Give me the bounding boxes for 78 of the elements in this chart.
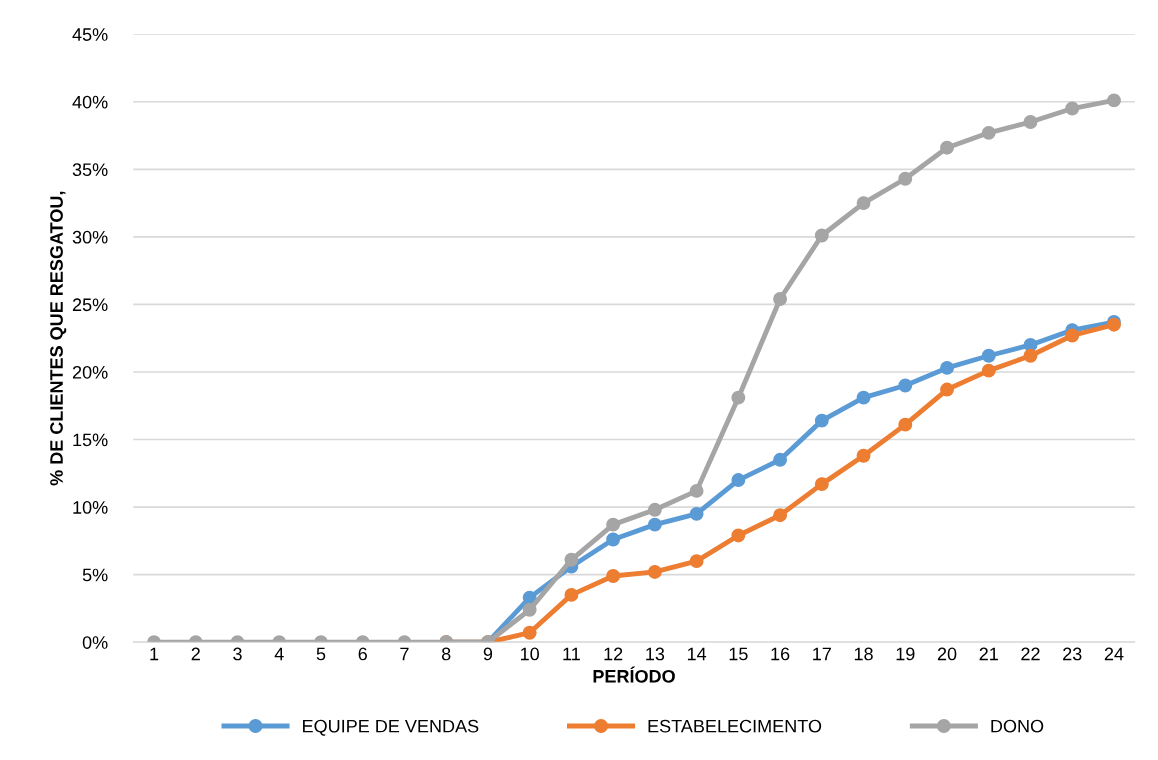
point bbox=[773, 452, 788, 467]
point bbox=[856, 448, 871, 463]
y-tick-label: 15% bbox=[73, 433, 108, 447]
x-tick-label: 12 bbox=[604, 647, 623, 661]
point bbox=[773, 292, 788, 306]
point bbox=[731, 390, 746, 405]
x-tick-label: 24 bbox=[1104, 647, 1124, 661]
point bbox=[856, 196, 871, 211]
point bbox=[1023, 348, 1038, 363]
x-tick-label: 17 bbox=[813, 647, 831, 661]
x-tick-label: 15 bbox=[729, 647, 748, 661]
point bbox=[564, 552, 579, 567]
point bbox=[689, 506, 704, 521]
y-tick-label: 10% bbox=[73, 501, 108, 514]
y-tick-label: 0% bbox=[82, 636, 108, 649]
point bbox=[522, 602, 537, 617]
point bbox=[981, 363, 996, 378]
x-tick-label: 3 bbox=[233, 647, 242, 661]
x-tick-label: 18 bbox=[854, 647, 873, 661]
point bbox=[981, 125, 996, 140]
x-tick-label: 7 bbox=[400, 647, 409, 661]
x-tick-label: 11 bbox=[563, 647, 580, 661]
point bbox=[606, 569, 621, 583]
x-tick-label: 19 bbox=[896, 647, 915, 661]
x-tick-label: 21 bbox=[979, 647, 998, 661]
x-tick-label: 13 bbox=[646, 647, 665, 661]
x-tick-label: 6 bbox=[358, 647, 367, 661]
x-tick-label: 5 bbox=[316, 647, 326, 661]
point bbox=[898, 378, 913, 393]
point bbox=[564, 587, 579, 602]
y-axis-title: % DE CLIENTES QUE RESGATOU, bbox=[50, 191, 67, 486]
x-tick-label: 8 bbox=[441, 647, 451, 661]
y-tick-label: 30% bbox=[72, 230, 108, 244]
point bbox=[689, 483, 704, 498]
x-tick-label: 20 bbox=[937, 647, 957, 661]
x-tick-label: 22 bbox=[1021, 647, 1040, 661]
legend-label: ESTABELECIMENTO bbox=[648, 719, 822, 733]
x-tick-label: 16 bbox=[771, 647, 790, 661]
point bbox=[814, 228, 829, 243]
x-tick-label: 14 bbox=[687, 647, 707, 661]
point bbox=[731, 473, 746, 488]
point bbox=[647, 564, 662, 579]
y-tick-label: 35% bbox=[72, 163, 108, 177]
legend-label: EQUIPE DE VENDAS bbox=[303, 719, 479, 736]
y-tick-label: 20% bbox=[72, 365, 108, 379]
point bbox=[1065, 328, 1080, 343]
point bbox=[647, 517, 662, 532]
y-tick-label: 5% bbox=[82, 568, 108, 582]
point bbox=[981, 348, 996, 363]
point bbox=[773, 508, 788, 523]
point bbox=[814, 413, 829, 428]
point bbox=[606, 532, 621, 547]
point bbox=[856, 390, 871, 405]
x-tick-label: 9 bbox=[483, 647, 493, 661]
point bbox=[731, 528, 746, 543]
point bbox=[898, 417, 913, 432]
x-tick-label: 23 bbox=[1063, 647, 1082, 661]
point bbox=[898, 171, 913, 186]
point bbox=[940, 140, 954, 155]
point bbox=[940, 382, 954, 397]
x-tick-label: 1 bbox=[150, 647, 159, 661]
x-tick-label: 10 bbox=[521, 647, 539, 661]
point bbox=[1065, 101, 1080, 116]
point bbox=[1023, 115, 1038, 129]
point bbox=[1107, 93, 1121, 108]
point bbox=[689, 554, 704, 569]
x-tick-label: 4 bbox=[274, 647, 284, 661]
legend-label: DONO bbox=[991, 719, 1044, 733]
point bbox=[606, 517, 621, 532]
point bbox=[814, 477, 829, 492]
x-axis-title: PERÍODO bbox=[593, 666, 675, 683]
y-tick-label: 25% bbox=[72, 298, 108, 312]
x-tick-label: 2 bbox=[191, 647, 200, 661]
point bbox=[647, 502, 662, 517]
point bbox=[522, 625, 537, 640]
y-tick-label: 40% bbox=[72, 95, 108, 109]
point bbox=[940, 360, 954, 375]
y-tick-label: 45% bbox=[72, 28, 108, 41]
